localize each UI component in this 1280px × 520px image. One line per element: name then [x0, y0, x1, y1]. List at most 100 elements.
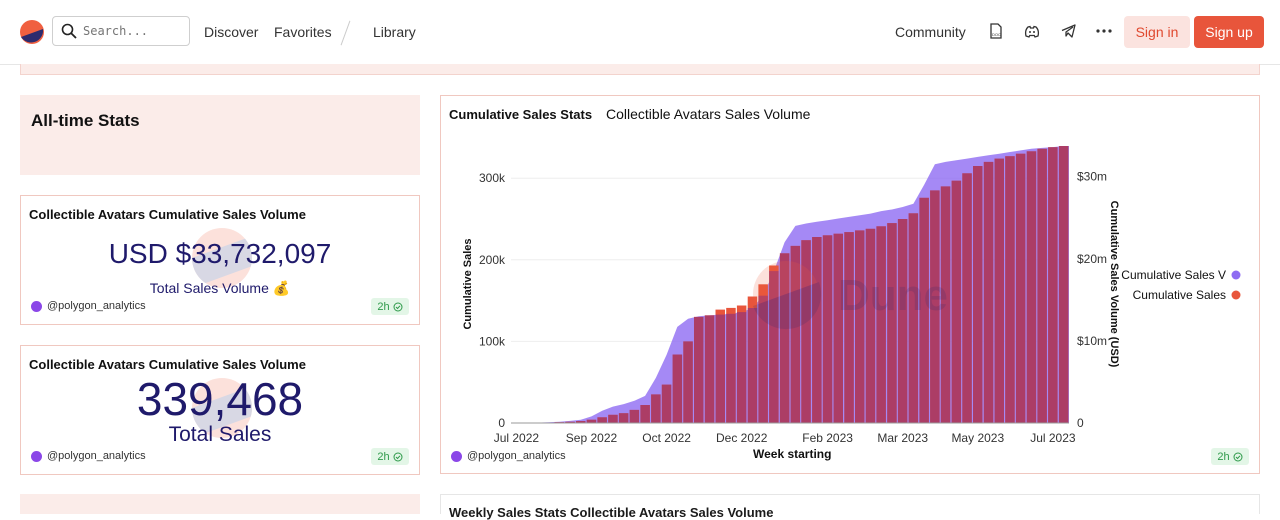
svg-text:DOC: DOC: [992, 32, 1001, 37]
check-circle-icon: [393, 452, 403, 462]
author-link[interactable]: @polygon_analytics: [31, 300, 146, 312]
nav-community[interactable]: Community: [895, 24, 966, 40]
top-bar: Discover Favorites Library Community DOC…: [0, 0, 1280, 65]
freshness-badge: 2h: [1211, 448, 1249, 465]
freshness-badge: 2h: [371, 448, 409, 465]
chart-subtitle: Collectible Avatars Sales Volume: [606, 106, 811, 122]
sales-bar-overlap: [662, 385, 672, 423]
search-icon: [61, 23, 77, 39]
sales-counter-card[interactable]: Collectible Avatars Cumulative Sales Vol…: [20, 345, 420, 475]
check-circle-icon: [393, 302, 403, 312]
sales-bar-overlap: [984, 162, 994, 423]
search-box[interactable]: [52, 16, 190, 46]
nav-divider: [341, 21, 351, 46]
telegram-icon[interactable]: [1059, 22, 1077, 40]
sales-bar-overlap: [673, 355, 683, 424]
x-axis-title: Week starting: [753, 447, 831, 461]
sales-bar-overlap: [737, 312, 747, 423]
sales-bar-overlap: [619, 413, 629, 423]
all-time-stats-header: All-time Stats: [20, 95, 420, 175]
sales-bar-overlap: [640, 405, 650, 423]
section-title: All-time Stats: [31, 111, 140, 131]
legend-label: Cumulative Sales V: [1121, 268, 1226, 282]
x-tick-label: Feb 2023: [802, 431, 853, 445]
avatar: [31, 301, 42, 312]
nav-library[interactable]: Library: [373, 24, 416, 40]
freshness-badge: 2h: [371, 298, 409, 315]
sales-bar-overlap: [1005, 156, 1015, 423]
cumulative-sales-chart-card[interactable]: Cumulative Sales Stats Collectible Avata…: [440, 95, 1260, 474]
legend-swatch: [1232, 271, 1241, 280]
sales-bar-overlap: [823, 235, 833, 423]
counter-label: Total Sales Volume 💰: [21, 280, 419, 297]
y-tick-label: 300k: [479, 171, 506, 185]
sales-bar-overlap: [952, 181, 962, 423]
legend-label: Cumulative Sales: [1133, 288, 1226, 302]
x-tick-label: Mar 2023: [877, 431, 928, 445]
sales-bar-overlap: [716, 315, 726, 423]
sales-bar-overlap: [834, 234, 844, 423]
card-title: Collectible Avatars Cumulative Sales Vol…: [29, 357, 306, 372]
sales-bar-overlap: [898, 219, 908, 423]
author-link[interactable]: @polygon_analytics: [31, 450, 146, 462]
legend-swatch: [1232, 291, 1241, 300]
counter-value: 339,468: [21, 372, 419, 426]
nav-favorites[interactable]: Favorites: [274, 24, 332, 40]
sales-bar-overlap: [683, 341, 693, 423]
sales-bar-overlap: [1027, 151, 1037, 423]
chart-title: Cumulative Sales Stats: [449, 107, 592, 122]
y-tick-label: 200k: [479, 253, 506, 267]
sales-bar-overlap: [812, 237, 822, 423]
x-tick-label: Dec 2022: [716, 431, 768, 445]
chart-svg[interactable]: Cumulative Sales Stats Collectible Avata…: [441, 96, 1259, 473]
author-link[interactable]: @polygon_analytics: [451, 450, 566, 462]
sales-bar-overlap: [887, 223, 897, 423]
sales-bar-overlap: [844, 232, 854, 423]
y2-tick-label: $20m: [1077, 252, 1107, 266]
x-tick-label: Jul 2022: [494, 431, 540, 445]
doc-icon[interactable]: DOC: [987, 22, 1005, 40]
x-tick-label: May 2023: [951, 431, 1004, 445]
sales-bar-overlap: [876, 226, 886, 423]
y2-tick-label: $10m: [1077, 334, 1107, 348]
sign-up-button[interactable]: Sign up: [1194, 16, 1264, 48]
y-axis-title: Cumulative Sales: [462, 238, 474, 329]
sign-in-button[interactable]: Sign in: [1124, 16, 1190, 48]
y2-tick-label: $30m: [1077, 170, 1107, 184]
discord-icon[interactable]: [1023, 22, 1041, 40]
sales-bar-overlap: [630, 410, 640, 423]
counter-value: USD $33,732,097: [21, 238, 419, 270]
sales-bar-overlap: [608, 415, 618, 423]
x-tick-label: Jul 2023: [1030, 431, 1076, 445]
sales-bar-overlap: [866, 229, 876, 423]
top-card-edge: [20, 64, 1260, 75]
x-tick-label: Oct 2022: [642, 431, 691, 445]
sales-bar-overlap: [855, 230, 865, 423]
sales-bar-overlap: [597, 417, 607, 423]
y2-axis-title: Cumulative Sales Volume (USD): [1108, 201, 1120, 368]
sales-bar-overlap: [694, 317, 704, 423]
card-title: Weekly Sales Stats Collectible Avatars S…: [449, 505, 773, 520]
sales-bar-overlap: [705, 315, 715, 423]
avatar: [31, 451, 42, 462]
nav-discover[interactable]: Discover: [204, 24, 258, 40]
y2-tick-label: 0: [1077, 416, 1084, 430]
sales-bar-overlap: [651, 394, 661, 423]
sales-bar-overlap: [1037, 149, 1047, 423]
chart-legend[interactable]: Cumulative Sales V Cumulative Sales: [1121, 268, 1240, 302]
sales-bar-overlap: [973, 166, 983, 423]
sales-bar-overlap: [1016, 154, 1026, 423]
dune-logo-icon[interactable]: [20, 20, 44, 44]
volume-counter-card[interactable]: Collectible Avatars Cumulative Sales Vol…: [20, 195, 420, 325]
sales-bar-overlap: [726, 314, 736, 423]
check-circle-icon: [1233, 452, 1243, 462]
counter-label: Total Sales: [21, 423, 419, 447]
sales-bar-overlap: [748, 308, 758, 423]
y-tick-label: 100k: [479, 334, 506, 348]
next-section-header: [20, 494, 420, 514]
search-input[interactable]: [81, 23, 185, 39]
y-tick-label: 0: [498, 416, 505, 430]
weekly-sales-chart-card[interactable]: Weekly Sales Stats Collectible Avatars S…: [440, 494, 1260, 514]
more-icon[interactable]: [1095, 22, 1113, 40]
dune-watermark: Dune: [753, 261, 948, 329]
